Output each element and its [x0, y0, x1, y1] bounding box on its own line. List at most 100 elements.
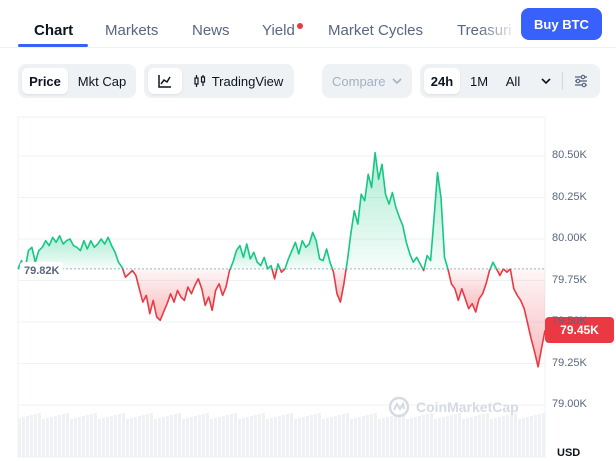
volume-bar — [110, 416, 113, 457]
volume-bar — [298, 418, 301, 457]
tradingview-button[interactable]: TradingView — [188, 68, 288, 94]
volume-bar — [254, 415, 257, 457]
volume-bar — [402, 413, 405, 457]
volume-bar — [406, 419, 409, 457]
volume-bar — [118, 414, 121, 457]
tab-markets[interactable]: Markets — [105, 22, 159, 39]
volume-bar — [262, 413, 265, 457]
tab-chart[interactable]: Chart — [34, 22, 74, 39]
volume-bar — [490, 419, 493, 457]
volume-bar — [350, 419, 353, 457]
tab-news[interactable]: News — [192, 22, 230, 39]
volume-bar — [166, 416, 169, 457]
volume-bar — [334, 416, 337, 457]
range-1m[interactable]: 1M — [469, 73, 489, 89]
range-24h[interactable]: 24h — [424, 68, 460, 94]
chart-style-toggle: TradingView — [144, 64, 294, 98]
volume-bar — [146, 414, 149, 457]
compare-dropdown[interactable]: Compare — [322, 64, 412, 98]
price-line-down — [271, 268, 278, 280]
buy-btc-button[interactable]: Buy BTC — [521, 8, 602, 40]
volume-bar — [46, 418, 49, 457]
tab-yield[interactable]: Yield — [262, 22, 295, 39]
volume-bar — [18, 418, 21, 457]
volume-bar — [266, 419, 269, 457]
volume-bar — [238, 419, 241, 457]
coinmarketcap-watermark: CoinMarketCap — [388, 396, 519, 418]
volume-bar — [542, 413, 545, 457]
volume-bar — [458, 413, 461, 457]
volume-bar — [242, 418, 245, 457]
volume-bar — [186, 418, 189, 457]
volume-bar — [386, 417, 389, 457]
volume-bar — [234, 413, 237, 457]
chevron-down-icon — [541, 78, 551, 85]
area-below-reference — [122, 268, 231, 321]
volume-bar — [322, 419, 325, 457]
sliders-icon — [575, 74, 587, 88]
price-toggle[interactable]: Price — [22, 68, 68, 94]
range-more-button[interactable] — [534, 68, 558, 94]
volume-bar — [286, 414, 289, 457]
volume-bar — [446, 416, 449, 457]
volume-bar — [178, 413, 181, 457]
tab-market-cycles[interactable]: Market Cycles — [328, 22, 424, 39]
volume-bar — [538, 414, 541, 457]
volume-bar — [278, 416, 281, 457]
candlestick-icon — [194, 75, 205, 87]
volume-bar — [382, 418, 385, 457]
volume-bar — [290, 413, 293, 457]
line-chart-button[interactable] — [148, 68, 182, 94]
volume-bar — [222, 416, 225, 457]
volume-bar — [194, 416, 197, 457]
volume-bar — [306, 416, 309, 457]
volume-bar — [158, 418, 161, 457]
volume-bar — [314, 414, 317, 457]
volume-bar — [62, 414, 65, 457]
volume-bar — [82, 416, 85, 457]
volume-bar — [50, 417, 53, 457]
volume-bar — [34, 414, 37, 457]
volume-bars — [18, 413, 545, 457]
tradingview-label: TradingView — [211, 73, 284, 89]
volume-bar — [454, 414, 457, 457]
chart-settings-button[interactable] — [568, 68, 594, 94]
volume-bar — [498, 417, 501, 457]
volume-bar — [94, 413, 97, 457]
price-line-up — [423, 171, 449, 270]
volume-bar — [58, 415, 61, 457]
price-line-up — [24, 234, 124, 270]
range-all[interactable]: All — [505, 73, 521, 89]
volume-bar — [362, 416, 365, 457]
volume-bar — [486, 413, 489, 457]
volume-bar — [302, 417, 305, 457]
volume-bar — [494, 418, 497, 457]
volume-bar — [90, 414, 93, 457]
volume-bar — [430, 413, 433, 457]
volume-bar — [474, 416, 477, 457]
volume-bar — [202, 414, 205, 457]
volume-bar — [374, 413, 377, 457]
volume-bar — [398, 414, 401, 457]
volume-bar — [370, 414, 373, 457]
volume-bar — [190, 417, 193, 457]
price-line-down — [279, 268, 286, 273]
mktcap-toggle[interactable]: Mkt Cap — [77, 73, 127, 89]
top-tabs: Chart Markets News Yield Market Cycles T… — [0, 0, 616, 48]
volume-bar — [198, 415, 201, 457]
volume-bar — [142, 415, 145, 457]
volume-bar — [366, 415, 369, 457]
volume-bar — [466, 418, 469, 457]
volume-bar — [510, 414, 513, 457]
volume-bar — [162, 417, 165, 457]
volume-bar — [70, 419, 73, 457]
volume-bar — [482, 414, 485, 457]
volume-bar — [294, 419, 297, 457]
volume-bar — [410, 418, 413, 457]
area-above-reference — [424, 172, 448, 269]
volume-bar — [154, 419, 157, 457]
volume-bar — [210, 419, 213, 457]
y-tick-label: 80.00K — [552, 232, 587, 244]
volume-bar — [426, 414, 429, 457]
